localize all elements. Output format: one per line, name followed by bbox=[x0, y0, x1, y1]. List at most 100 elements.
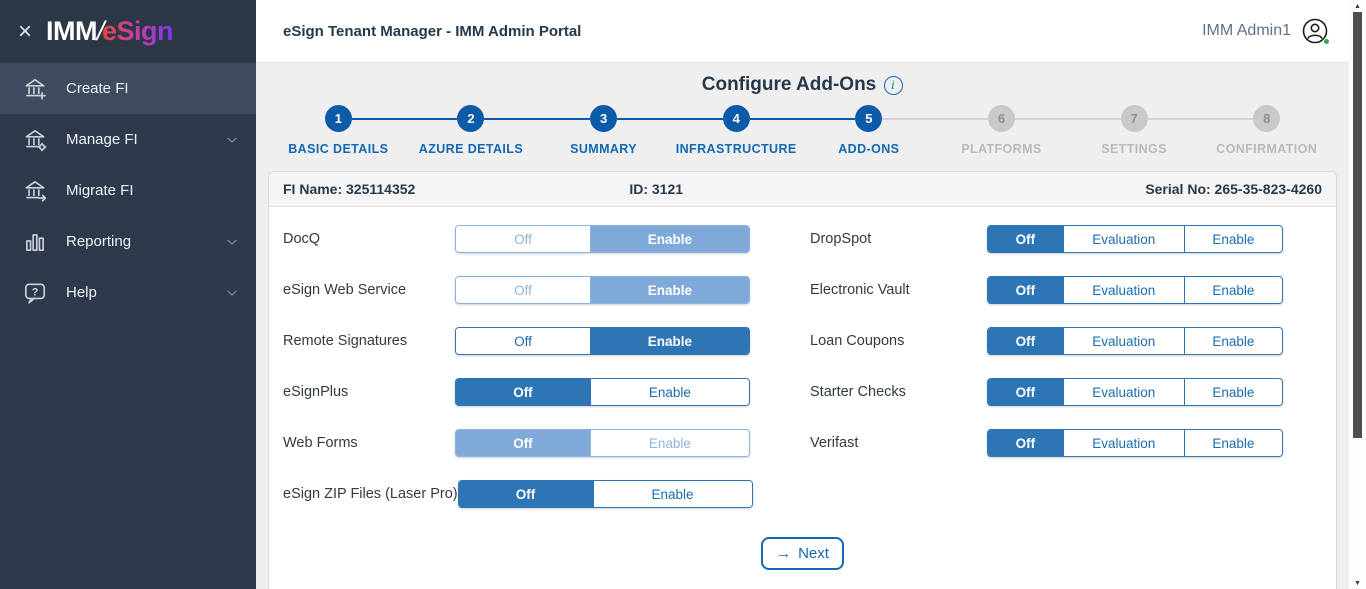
sidebar-logo-row: × IMM / eSign bbox=[0, 0, 256, 63]
app-logo: IMM / eSign bbox=[46, 16, 174, 47]
toggle-option-enable[interactable]: Enable bbox=[1183, 430, 1282, 456]
close-icon[interactable]: × bbox=[18, 17, 33, 45]
main-area: eSign Tenant Manager - IMM Admin Portal … bbox=[256, 0, 1349, 589]
next-button[interactable]: → Next bbox=[761, 537, 844, 570]
step-circle[interactable]: 7 bbox=[1120, 105, 1148, 132]
toggle-option-off[interactable]: Off bbox=[456, 379, 590, 405]
bank-gear-icon bbox=[22, 127, 48, 153]
toggle-option-off[interactable]: Off bbox=[988, 226, 1063, 252]
step-label: PLATFORMS bbox=[961, 142, 1042, 156]
sidebar-item-help[interactable]: ? Help bbox=[0, 267, 256, 318]
scrollbar-thumb[interactable] bbox=[1353, 12, 1362, 438]
toggle-option-enable[interactable]: Enable bbox=[589, 328, 749, 354]
toggle-option-off[interactable]: Off bbox=[458, 481, 593, 507]
step-connector bbox=[537, 117, 591, 120]
step-circle[interactable]: 4 bbox=[722, 105, 750, 132]
addon-label: eSign ZIP Files (Laser Pro) bbox=[283, 486, 458, 502]
next-arrow-icon: → bbox=[776, 545, 792, 562]
wizard-stepper: 1 BASIC DETAILS 2 AZURE DETAILS 3 SUMMARY 4 INF… bbox=[272, 105, 1333, 156]
toggle-option-enable: Enable bbox=[589, 277, 749, 303]
user-name: IMM Admin1 bbox=[1202, 22, 1291, 39]
fi-info-bar: FI Name: 325114352 ID: 3121 Serial No: 2… bbox=[269, 172, 1336, 207]
chevron-down-icon bbox=[224, 234, 240, 250]
step-circle[interactable]: 6 bbox=[987, 105, 1015, 132]
step-label: CONFIRMATION bbox=[1216, 142, 1318, 156]
toggle-option-enable[interactable]: Enable bbox=[589, 379, 749, 405]
toggle-option-off[interactable]: Off bbox=[988, 379, 1063, 405]
toggle-option-off[interactable]: Off bbox=[988, 277, 1063, 303]
page-title: Configure Add-Ons bbox=[701, 74, 877, 95]
step-connector bbox=[1067, 117, 1121, 120]
scroll-up-icon[interactable]: ▲ bbox=[1354, 2, 1361, 10]
toggle-option-enable[interactable]: Enable bbox=[1183, 379, 1282, 405]
addon-label: Starter Checks bbox=[810, 384, 906, 400]
addon-label: DocQ bbox=[283, 231, 321, 247]
addons-left-column: DocQ Off Enable eSign Web Service Off Enable R… bbox=[283, 225, 753, 531]
logo-imm-text: IMM bbox=[46, 16, 97, 46]
toggle-option-evaluation[interactable]: Evaluation bbox=[1062, 277, 1184, 303]
toggle-option-enable[interactable]: Enable bbox=[1183, 226, 1282, 252]
step-label: ADD-ONS bbox=[838, 142, 900, 156]
step-connector bbox=[484, 117, 538, 120]
addon-toggle: Off Enable bbox=[455, 429, 750, 457]
addon-row-dropspot: DropSpot Off Evaluation Enable bbox=[810, 225, 1283, 253]
wizard-step-summary: 3 SUMMARY bbox=[537, 105, 670, 156]
toggle-option-evaluation[interactable]: Evaluation bbox=[1062, 226, 1184, 252]
toggle-option-enable[interactable]: Enable bbox=[1183, 328, 1282, 354]
toggle-option-off[interactable]: Off bbox=[988, 328, 1063, 354]
toggle-option-off[interactable]: Off bbox=[456, 328, 590, 354]
addons-right-column: DropSpot Off Evaluation Enable Electronic Va… bbox=[810, 225, 1283, 531]
toggle-option-evaluation[interactable]: Evaluation bbox=[1062, 328, 1184, 354]
toggle-option-enable[interactable]: Enable bbox=[1183, 277, 1282, 303]
toggle-option-off: Off bbox=[456, 430, 590, 456]
addon-row-esignplus: eSignPlus Off Enable bbox=[283, 378, 750, 406]
step-circle[interactable]: 2 bbox=[457, 105, 485, 132]
step-circle[interactable]: 3 bbox=[590, 105, 618, 132]
addon-toggle: Off Evaluation Enable bbox=[987, 276, 1283, 304]
sidebar-item-migrate-fi[interactable]: Migrate FI bbox=[0, 165, 256, 216]
step-connector bbox=[404, 117, 458, 120]
user-menu[interactable]: IMM Admin1 bbox=[1202, 17, 1330, 45]
addon-label: Web Forms bbox=[283, 435, 358, 451]
step-label: SUMMARY bbox=[570, 142, 638, 156]
info-icon[interactable]: i bbox=[884, 75, 904, 95]
addon-label: Remote Signatures bbox=[283, 333, 408, 349]
top-bar: eSign Tenant Manager - IMM Admin Portal … bbox=[256, 0, 1349, 63]
wizard-step-confirmation: 8 CONFIRMATION bbox=[1200, 105, 1333, 156]
wizard-step-add-ons: 5 ADD-ONS bbox=[802, 105, 936, 156]
step-connector bbox=[669, 117, 723, 120]
addon-row-docq: DocQ Off Enable bbox=[283, 225, 750, 253]
toggle-option-off[interactable]: Off bbox=[988, 430, 1063, 456]
online-status-dot bbox=[1323, 38, 1330, 45]
toggle-option-off: Off bbox=[456, 277, 590, 303]
bar-chart-icon bbox=[22, 229, 48, 255]
addon-label: Electronic Vault bbox=[810, 282, 910, 298]
step-connector bbox=[1200, 117, 1254, 120]
wizard-step-infrastructure: 4 INFRASTRUCTURE bbox=[669, 105, 803, 156]
sidebar-item-manage-fi[interactable]: Manage FI bbox=[0, 114, 256, 165]
sidebar-item-create-fi[interactable]: Create FI bbox=[0, 63, 256, 114]
fi-name: FI Name: 325114352 bbox=[283, 181, 416, 197]
sidebar-item-reporting[interactable]: Reporting bbox=[0, 216, 256, 267]
step-circle[interactable]: 8 bbox=[1253, 105, 1281, 132]
next-button-label: Next bbox=[798, 545, 829, 562]
user-circle-icon bbox=[1302, 18, 1328, 44]
chevron-down-icon bbox=[224, 285, 240, 301]
step-label: AZURE DETAILS bbox=[418, 142, 524, 156]
app-title: eSign Tenant Manager - IMM Admin Portal bbox=[283, 22, 582, 40]
toggle-option-enable[interactable]: Enable bbox=[592, 481, 752, 507]
sidebar-item-label: Help bbox=[66, 284, 97, 301]
scroll-down-icon[interactable]: ▼ bbox=[1354, 579, 1361, 587]
wizard-step-azure-details: 2 AZURE DETAILS bbox=[404, 105, 538, 156]
step-connector bbox=[749, 117, 803, 120]
step-circle[interactable]: 5 bbox=[855, 105, 883, 132]
addon-toggle: Off Evaluation Enable bbox=[987, 429, 1283, 457]
wizard-step-settings: 7 SETTINGS bbox=[1067, 105, 1201, 156]
toggle-option-off: Off bbox=[456, 226, 590, 252]
toggle-option-evaluation[interactable]: Evaluation bbox=[1062, 430, 1184, 456]
avatar[interactable] bbox=[1301, 17, 1330, 45]
addon-row-electronic-vault: Electronic Vault Off Evaluation Enable bbox=[810, 276, 1283, 304]
addon-row-remote-signatures: Remote Signatures Off Enable bbox=[283, 327, 750, 355]
toggle-option-evaluation[interactable]: Evaluation bbox=[1062, 379, 1184, 405]
step-circle[interactable]: 1 bbox=[324, 105, 352, 132]
